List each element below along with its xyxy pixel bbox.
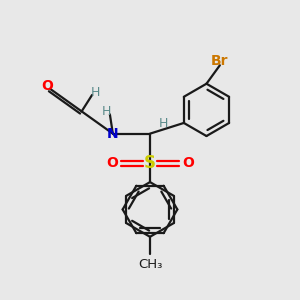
Text: Br: Br — [211, 54, 229, 68]
Text: O: O — [182, 156, 194, 170]
Text: N: N — [107, 127, 119, 141]
Text: O: O — [41, 79, 53, 92]
Text: CH₃: CH₃ — [138, 258, 162, 271]
Text: H: H — [102, 105, 112, 118]
Text: H: H — [159, 117, 168, 130]
Text: H: H — [90, 85, 100, 98]
Text: S: S — [144, 154, 156, 172]
Text: O: O — [106, 156, 118, 170]
